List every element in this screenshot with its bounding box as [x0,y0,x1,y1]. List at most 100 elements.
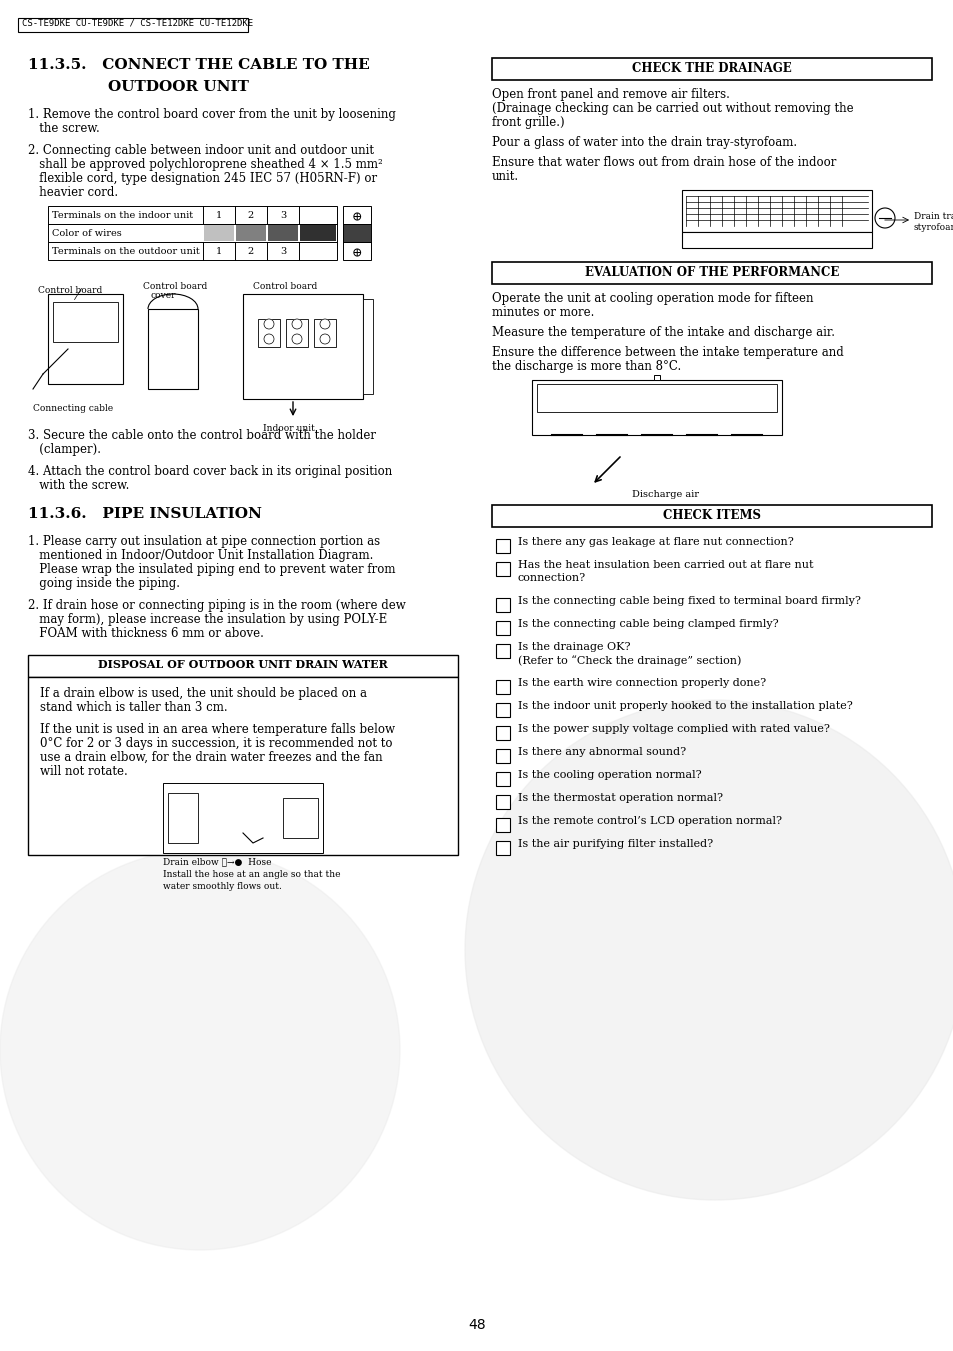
Text: Please wrap the insulated piping end to prevent water from: Please wrap the insulated piping end to … [28,563,395,576]
Bar [496,842,510,855]
Bar [496,794,510,809]
Text: Discharge air: Discharge air [631,490,699,499]
Bar [496,725,510,740]
Text: 0°C for 2 or 3 days in succession, it is recommended not to: 0°C for 2 or 3 days in succession, it is… [40,738,392,750]
Text: flexible cord, type designation 245 IEC 57 (H05RN-F) or: flexible cord, type designation 245 IEC … [28,172,376,185]
Bar [48,242,336,259]
Bar [48,205,336,224]
Text: Is there any abnormal sound?: Is there any abnormal sound? [517,747,685,757]
Text: Is the drainage OK?
(Refer to “Check the drainage” section): Is the drainage OK? (Refer to “Check the… [517,642,740,666]
Text: cover: cover [151,290,176,300]
Text: If the unit is used in an area where temperature falls below: If the unit is used in an area where tem… [40,723,395,736]
Text: Control board: Control board [38,286,102,295]
Bar [496,621,510,635]
Text: Is the thermostat operation normal?: Is the thermostat operation normal? [517,793,722,802]
Bar [496,817,510,832]
Text: 2: 2 [248,211,253,220]
Text: Drain elbow ☐→●  Hose: Drain elbow ☐→● Hose [163,857,272,866]
Text: minutes or more.: minutes or more. [492,305,594,319]
Text: unit.: unit. [492,170,518,182]
Text: CHECK THE DRAINAGE: CHECK THE DRAINAGE [632,62,791,76]
Bar [496,748,510,763]
Text: OUTDOOR UNIT: OUTDOOR UNIT [108,80,249,95]
Text: 11.3.5.   CONNECT THE CABLE TO THE: 11.3.5. CONNECT THE CABLE TO THE [28,58,370,72]
Text: ⊕: ⊕ [352,247,362,259]
Bar [532,380,781,435]
Text: Control board: Control board [143,282,207,290]
Bar [496,644,510,658]
Text: Control board: Control board [253,282,317,290]
Text: Measure the temperature of the intake and discharge air.: Measure the temperature of the intake an… [492,326,834,339]
Circle shape [264,319,274,330]
Text: DISPOSAL OF OUTDOOR UNIT DRAIN WATER: DISPOSAL OF OUTDOOR UNIT DRAIN WATER [98,659,388,670]
Text: Is the air purifying filter installed?: Is the air purifying filter installed? [517,839,713,848]
Text: (Drainage checking can be carried out without removing the: (Drainage checking can be carried out wi… [492,101,853,115]
Bar [492,262,931,284]
Bar [343,224,371,242]
Text: Is the power supply voltage complied with rated value?: Is the power supply voltage complied wit… [517,724,829,734]
Text: Indoor unit: Indoor unit [263,424,314,434]
Text: 3. Secure the cable onto the control board with the holder: 3. Secure the cable onto the control boa… [28,430,375,442]
Text: Connecting cable: Connecting cable [33,404,113,413]
Text: Pour a glass of water into the drain tray-styrofoam.: Pour a glass of water into the drain tra… [492,136,797,149]
Bar [496,680,510,694]
Bar [314,319,335,347]
Bar [28,677,457,855]
Bar [53,303,118,342]
Text: the discharge is more than 8°C.: the discharge is more than 8°C. [492,359,680,373]
Text: Terminals on the outdoor unit: Terminals on the outdoor unit [52,247,199,255]
Bar [28,655,457,677]
Text: Color of wires: Color of wires [52,230,122,238]
Text: FOAM with thickness 6 mm or above.: FOAM with thickness 6 mm or above. [28,627,264,640]
Circle shape [292,334,302,345]
Text: CS-TE9DKE CU-TE9DKE / CS-TE12DKE CU-TE12DKE: CS-TE9DKE CU-TE9DKE / CS-TE12DKE CU-TE12… [22,19,253,28]
Bar [286,319,308,347]
Text: 2. Connecting cable between indoor unit and outdoor unit: 2. Connecting cable between indoor unit … [28,145,374,157]
Bar [268,226,297,240]
Circle shape [464,700,953,1200]
Text: mentioned in Indoor/Outdoor Unit Installation Diagram.: mentioned in Indoor/Outdoor Unit Install… [28,549,373,562]
Bar [537,384,776,412]
Text: Has the heat insulation been carried out at flare nut
connection?: Has the heat insulation been carried out… [517,561,813,584]
Circle shape [745,234,758,246]
Bar [343,242,371,259]
Text: EVALUATION OF THE PERFORMANCE: EVALUATION OF THE PERFORMANCE [584,266,839,280]
Text: 1: 1 [215,247,222,255]
Circle shape [319,334,330,345]
Text: 1: 1 [215,211,222,220]
Circle shape [0,850,399,1250]
Text: Ensure the difference between the intake temperature and: Ensure the difference between the intake… [492,346,842,359]
Bar [681,190,871,232]
Text: use a drain elbow, for the drain water freezes and the fan: use a drain elbow, for the drain water f… [40,751,382,765]
Text: Is the earth wire connection properly done?: Is the earth wire connection properly do… [517,678,765,688]
Text: Is the connecting cable being clamped firmly?: Is the connecting cable being clamped fi… [517,619,778,630]
Text: 3: 3 [279,247,286,255]
Bar [257,319,280,347]
Text: ⊕: ⊕ [352,211,362,224]
Bar [492,505,931,527]
Text: Open front panel and remove air filters.: Open front panel and remove air filters. [492,88,729,101]
Text: 2: 2 [248,247,253,255]
Circle shape [705,234,718,246]
Text: with the screw.: with the screw. [28,480,130,492]
Text: 11.3.6.   PIPE INSULATION: 11.3.6. PIPE INSULATION [28,507,262,521]
Circle shape [292,319,302,330]
Text: 1. Remove the control board cover from the unit by loosening: 1. Remove the control board cover from t… [28,108,395,122]
Bar [343,205,371,224]
Text: Is the cooling operation normal?: Is the cooling operation normal? [517,770,700,780]
Bar [496,771,510,786]
Bar [48,295,123,384]
Text: Is the remote control’s LCD operation normal?: Is the remote control’s LCD operation no… [517,816,781,825]
Text: Terminals on the indoor unit: Terminals on the indoor unit [52,211,193,220]
Bar [243,295,363,399]
Bar [148,309,198,389]
Bar [283,798,317,838]
Text: going inside the piping.: going inside the piping. [28,577,180,590]
Circle shape [264,334,274,345]
Text: the screw.: the screw. [28,122,100,135]
Text: shall be approved polychloroprene sheathed 4 × 1.5 mm²: shall be approved polychloroprene sheath… [28,158,382,172]
Bar [492,58,931,80]
Bar [496,703,510,717]
Text: water smoothly flows out.: water smoothly flows out. [163,882,281,892]
Bar [299,226,335,240]
